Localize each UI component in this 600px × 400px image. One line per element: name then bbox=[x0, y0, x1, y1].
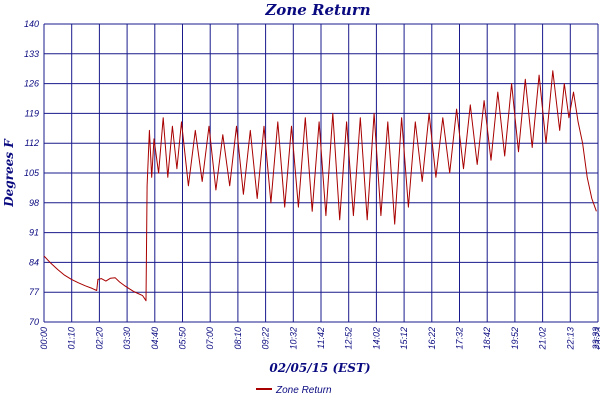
y-tick-label: 70 bbox=[29, 317, 39, 327]
x-axis-label: 02/05/15 (EST) bbox=[269, 361, 370, 375]
y-tick-label: 140 bbox=[24, 19, 39, 29]
gridlines bbox=[43, 23, 599, 323]
x-tick-label: 12:52 bbox=[344, 327, 354, 350]
x-tick-label: 23:33 bbox=[591, 327, 600, 351]
y-tick-label: 91 bbox=[29, 228, 39, 238]
x-tick-label: 01:10 bbox=[67, 327, 77, 350]
x-tick-label: 14:02 bbox=[371, 327, 381, 350]
y-tick-label: 133 bbox=[24, 49, 39, 59]
x-tick-label: 08:10 bbox=[233, 327, 243, 350]
x-tick-label: 22:13 bbox=[565, 327, 575, 351]
x-tick-label: 23:23 bbox=[593, 327, 600, 351]
x-tick-label: 00:00 bbox=[39, 327, 49, 350]
x-tick-label: 11:42 bbox=[316, 327, 326, 349]
y-tick-label: 84 bbox=[29, 257, 39, 267]
x-tick-labels: 00:00 01:10 02:20 03:30 04:40 05:50 07:00 08:10… bbox=[39, 327, 600, 351]
x-tick-label: 02:20 bbox=[94, 327, 104, 350]
x-tick-label: 17:32 bbox=[455, 327, 465, 350]
y-tick-label: 126 bbox=[24, 79, 39, 89]
series-lines bbox=[43, 70, 597, 302]
series-line bbox=[43, 70, 597, 302]
x-tick-label: 05:50 bbox=[178, 327, 188, 350]
y-tick-label: 112 bbox=[25, 138, 39, 148]
x-tick-label: 19:52 bbox=[510, 327, 520, 350]
x-tick-label: 09:22 bbox=[261, 327, 271, 350]
chart-title: Zone Return bbox=[264, 1, 370, 19]
y-axis-label: Degrees F bbox=[2, 138, 16, 208]
legend-label: Zone Return bbox=[275, 385, 332, 396]
legend: Zone Return bbox=[256, 385, 332, 396]
x-tick-label: 18:42 bbox=[482, 327, 492, 350]
x-tick-label: 15:12 bbox=[399, 327, 409, 350]
x-tick-label: 04:40 bbox=[150, 327, 160, 350]
y-tick-labels: 70 77 84 91 98 105 112 119 126 133 140 bbox=[24, 19, 40, 327]
y-tick-label: 77 bbox=[29, 287, 40, 297]
x-tick-label: 07:00 bbox=[205, 327, 215, 350]
y-tick-label: 105 bbox=[24, 168, 40, 178]
x-tick-label: 16:22 bbox=[427, 327, 437, 350]
y-tick-label: 98 bbox=[29, 198, 39, 208]
x-tick-label: 10:32 bbox=[288, 327, 298, 350]
x-tick-label: 03:30 bbox=[122, 327, 132, 350]
x-tick-label: 21:02 bbox=[538, 327, 548, 351]
y-tick-label: 119 bbox=[25, 108, 39, 118]
